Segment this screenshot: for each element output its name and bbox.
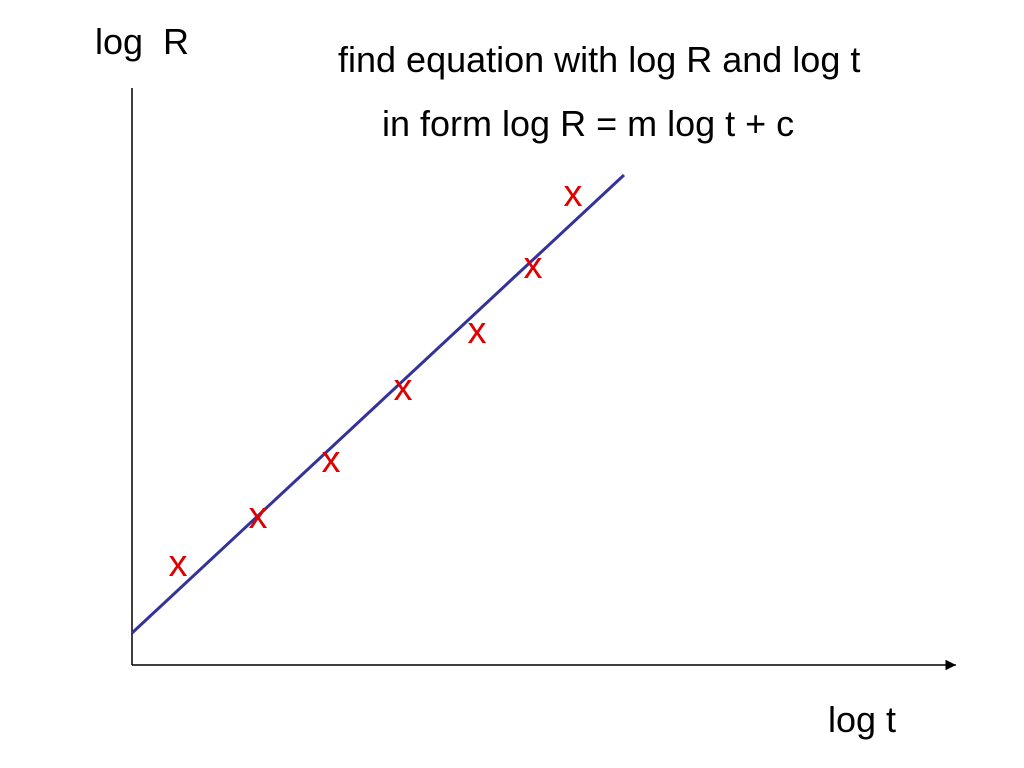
note-line: find equation with log R and log t <box>338 39 860 80</box>
note-line: in form log R = m log t + c <box>382 103 794 144</box>
point: x <box>322 439 341 481</box>
point: x <box>169 543 188 585</box>
fit-line <box>130 173 626 635</box>
point: x <box>564 173 583 215</box>
point: x <box>394 367 413 409</box>
y-axis-label: log R <box>95 21 189 62</box>
point: x <box>468 310 487 352</box>
x-axis-label: log t <box>828 699 896 740</box>
point: x <box>524 245 543 287</box>
point: x <box>249 495 268 537</box>
